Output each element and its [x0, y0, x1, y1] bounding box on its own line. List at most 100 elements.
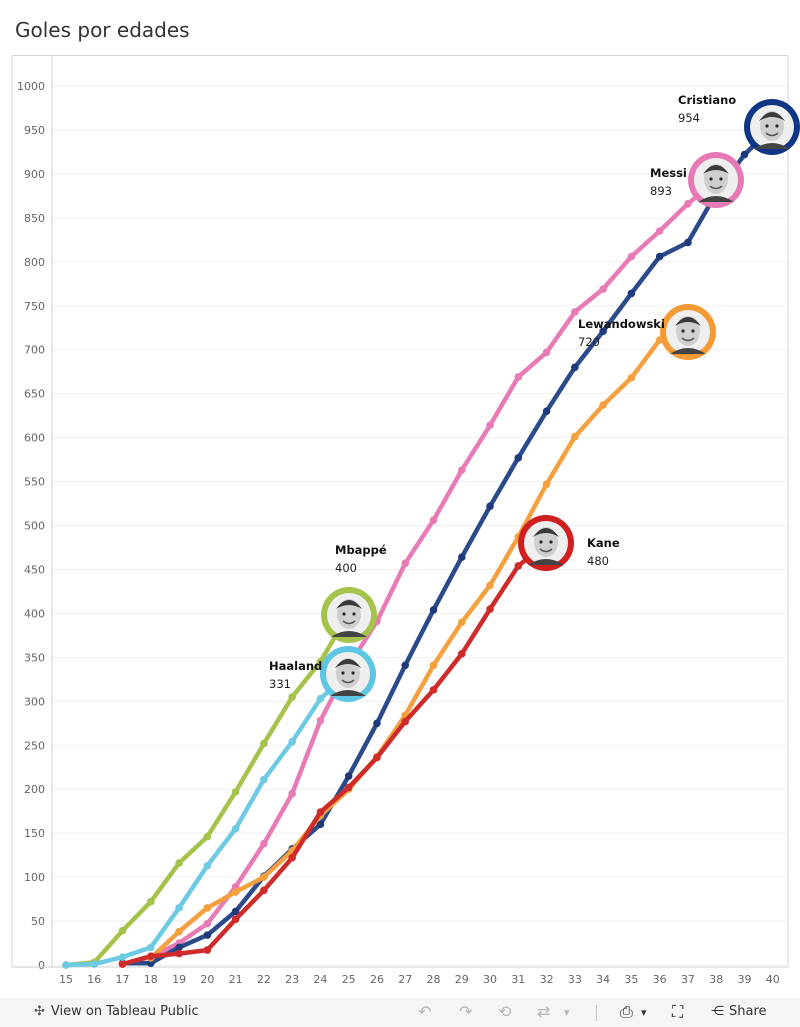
redo-icon[interactable]: ↷ — [459, 1002, 473, 1021]
player-name-label-lewandowski: Lewandowski — [578, 317, 665, 331]
player-eye-left-haaland — [341, 671, 345, 675]
x-tick-label-16: 16 — [87, 973, 101, 986]
point-haaland-19 — [175, 904, 183, 912]
player-marker-lewandowski: Lewandowski 720 — [578, 304, 716, 360]
point-kane-22 — [260, 886, 268, 895]
point-lewandowski-29 — [457, 618, 466, 626]
point-messi-34 — [599, 285, 607, 293]
x-tick-label-38: 38 — [709, 973, 723, 986]
share-label: Share — [729, 1004, 767, 1019]
point-cristiano-30 — [486, 502, 494, 510]
point-kane-19 — [175, 949, 183, 958]
download-icon[interactable]: ⎙ — [620, 1002, 633, 1021]
x-tick-label-29: 29 — [455, 973, 469, 986]
player-hair-haaland — [335, 659, 361, 668]
point-cristiano-20 — [203, 931, 212, 939]
point-messi-23 — [288, 789, 296, 798]
x-tick-label-32: 32 — [540, 973, 554, 986]
point-haaland-24 — [316, 694, 325, 703]
fullscreen-icon[interactable]: ⛶ — [672, 1002, 684, 1021]
y-tick-label-300: 300 — [24, 695, 45, 708]
point-kane-27 — [401, 717, 410, 726]
tableau-logo-icon: ✣ — [34, 1004, 45, 1019]
point-lewandowski-21 — [231, 888, 240, 896]
line-messi — [120, 177, 719, 967]
player-eye-right-cristiano — [775, 124, 779, 128]
player-eye-left-mbappe — [342, 612, 346, 616]
point-kane-18 — [147, 952, 155, 961]
player-marker-cristiano: Cristiano 954 — [678, 93, 800, 155]
x-tick-label-18: 18 — [144, 973, 158, 986]
point-kane-20 — [203, 946, 212, 954]
point-haaland-16 — [90, 960, 99, 968]
point-cristiano-39 — [740, 150, 749, 159]
point-haaland-22 — [260, 775, 268, 784]
point-mbappe-23 — [288, 693, 296, 701]
point-messi-36 — [655, 227, 664, 235]
player-eye-right-lewandowski — [691, 329, 695, 333]
player-marker-mbappe: Mbappé 400 — [321, 543, 387, 643]
x-tick-label-36: 36 — [653, 973, 667, 986]
x-tick-label-28: 28 — [427, 973, 441, 986]
point-cristiano-33 — [571, 363, 579, 372]
point-lewandowski-22 — [260, 873, 268, 881]
player-eye-right-kane — [549, 540, 553, 544]
player-hair-cristiano — [759, 112, 785, 121]
x-tick-label-15: 15 — [59, 973, 73, 986]
share-button[interactable]: ⋲ Share — [711, 1004, 767, 1019]
refresh-icon[interactable]: ⇄ — [537, 1002, 551, 1021]
view-on-tableau-link[interactable]: ✣ View on Tableau Public — [34, 1004, 199, 1019]
x-axis: 15 16 17 18 19 20 21 22 23 24 25 26 27 28 29 30 31 32 33 34… — [59, 973, 780, 986]
x-tick-label-40: 40 — [766, 973, 780, 986]
player-goals-label-kane: 480 — [587, 554, 609, 568]
point-messi-24 — [316, 716, 325, 725]
player-mouth-messi — [709, 185, 723, 190]
grid-lines — [52, 85, 788, 966]
share-icon: ⋲ — [711, 1004, 724, 1019]
point-messi-32 — [542, 348, 551, 357]
undo-icon[interactable]: ↶ — [418, 1002, 432, 1021]
y-tick-label-800: 800 — [24, 256, 45, 269]
refresh-dropdown-chevron-icon[interactable]: ▾ — [564, 1006, 570, 1019]
point-cristiano-31 — [514, 454, 523, 462]
point-messi-20 — [203, 919, 212, 928]
point-messi-22 — [260, 839, 268, 848]
y-tick-label-0: 0 — [38, 959, 45, 972]
point-lewandowski-32 — [542, 480, 551, 488]
point-cristiano-18 — [147, 959, 155, 968]
revert-icon[interactable]: ⟲ — [498, 1002, 512, 1021]
point-lewandowski-28 — [429, 661, 438, 670]
point-messi-27 — [401, 559, 410, 568]
point-haaland-23 — [288, 737, 296, 746]
x-tick-label-20: 20 — [200, 973, 214, 986]
point-cristiano-34 — [599, 327, 607, 336]
point-lewandowski-19 — [175, 927, 183, 936]
y-tick-label-900: 900 — [24, 168, 45, 181]
point-haaland-18 — [147, 943, 155, 952]
y-tick-label-50: 50 — [31, 915, 45, 928]
point-messi-31 — [514, 373, 523, 381]
line-lewandowski — [148, 329, 691, 961]
point-mbappe-18 — [147, 897, 155, 906]
x-tick-label-22: 22 — [257, 973, 271, 986]
series-lines — [62, 122, 777, 969]
point-cristiano-19 — [175, 943, 183, 952]
point-cristiano-35 — [627, 289, 636, 298]
y-tick-label-450: 450 — [24, 563, 45, 576]
player-eye-right-messi — [719, 177, 723, 181]
point-messi-30 — [486, 421, 494, 430]
point-cristiano-37 — [684, 238, 692, 247]
player-shirt-kane — [528, 559, 564, 565]
y-tick-label-600: 600 — [24, 432, 45, 445]
y-tick-label-500: 500 — [24, 520, 45, 533]
point-mbappe-22 — [260, 739, 268, 748]
player-hair-kane — [533, 528, 559, 537]
player-shirt-lewandowski — [670, 348, 706, 354]
x-tick-label-35: 35 — [624, 973, 638, 986]
player-eye-left-kane — [539, 540, 543, 544]
point-mbappe-19 — [175, 859, 183, 867]
point-lewandowski-34 — [599, 401, 607, 409]
point-messi-33 — [571, 308, 579, 316]
download-dropdown-chevron-icon[interactable]: ▾ — [641, 1006, 647, 1019]
point-messi-29 — [457, 466, 466, 474]
